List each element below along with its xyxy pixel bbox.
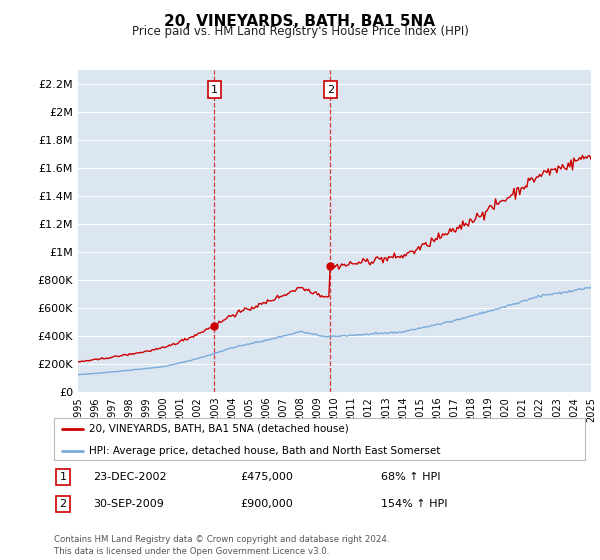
Text: 20, VINEYARDS, BATH, BA1 5NA (detached house): 20, VINEYARDS, BATH, BA1 5NA (detached h…: [89, 424, 348, 434]
Text: £900,000: £900,000: [240, 499, 293, 509]
Text: 2: 2: [59, 499, 67, 509]
Text: £475,000: £475,000: [240, 472, 293, 482]
Text: Price paid vs. HM Land Registry's House Price Index (HPI): Price paid vs. HM Land Registry's House …: [131, 25, 469, 38]
Text: 1: 1: [59, 472, 67, 482]
Text: 68% ↑ HPI: 68% ↑ HPI: [381, 472, 440, 482]
Text: Contains HM Land Registry data © Crown copyright and database right 2024.
This d: Contains HM Land Registry data © Crown c…: [54, 535, 389, 556]
Text: 1: 1: [211, 85, 218, 95]
Text: 154% ↑ HPI: 154% ↑ HPI: [381, 499, 448, 509]
Text: HPI: Average price, detached house, Bath and North East Somerset: HPI: Average price, detached house, Bath…: [89, 446, 440, 456]
Text: 20, VINEYARDS, BATH, BA1 5NA: 20, VINEYARDS, BATH, BA1 5NA: [164, 14, 436, 29]
Text: 23-DEC-2002: 23-DEC-2002: [93, 472, 167, 482]
Text: 2: 2: [326, 85, 334, 95]
Text: 30-SEP-2009: 30-SEP-2009: [93, 499, 164, 509]
